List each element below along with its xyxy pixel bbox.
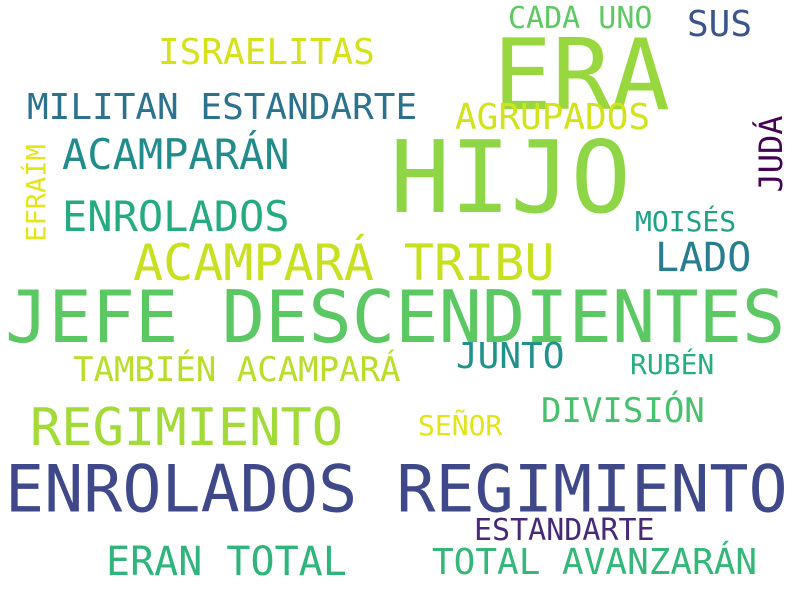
word-eran-total: ERAN TOTAL [106, 539, 347, 585]
word-hijo: HIJO [390, 119, 631, 236]
word-senor: SEÑOR [418, 409, 503, 442]
word-acampara-tribu: ACAMPARÁ TRIBU [133, 234, 555, 292]
word-tambien-acampara: TAMBIÉN ACAMPARÁ [73, 350, 401, 390]
word-era: ERA [493, 19, 671, 133]
word-militan-estandarte: MILITAN ESTANDARTE [27, 87, 418, 128]
word-regimiento: REGIMIENTO [30, 398, 344, 458]
word-enrolados-regimiento: ENROLADOS REGIMIENTO [5, 452, 788, 528]
word-estandarte: ESTANDARTE [474, 513, 655, 548]
word-ruben: RUBÉN [630, 348, 715, 381]
word-jefe-descendientes: JEFE DESCENDIENTES [5, 275, 786, 359]
word-junto: JUNTO [456, 336, 565, 377]
word-israelitas: ISRAELITAS [158, 32, 375, 73]
word-cada-uno: CADA UNO [508, 1, 653, 36]
word-division: DIVISIÓN [541, 391, 705, 431]
word-juda: JUDÁ [752, 115, 790, 193]
word-efraim: EFRAÍM [21, 144, 53, 242]
word-sus: SUS [687, 4, 753, 45]
word-acamparan: ACAMPARÁN [62, 130, 290, 179]
word-agrupados: AGRUPADOS [455, 97, 651, 138]
word-moises: MOISÉS [635, 205, 737, 238]
word-total-avanzaran: TOTAL AVANZARÁN [432, 542, 758, 583]
word-lado: LADO [655, 235, 752, 281]
word-enrolados: ENROLADOS [62, 192, 290, 241]
